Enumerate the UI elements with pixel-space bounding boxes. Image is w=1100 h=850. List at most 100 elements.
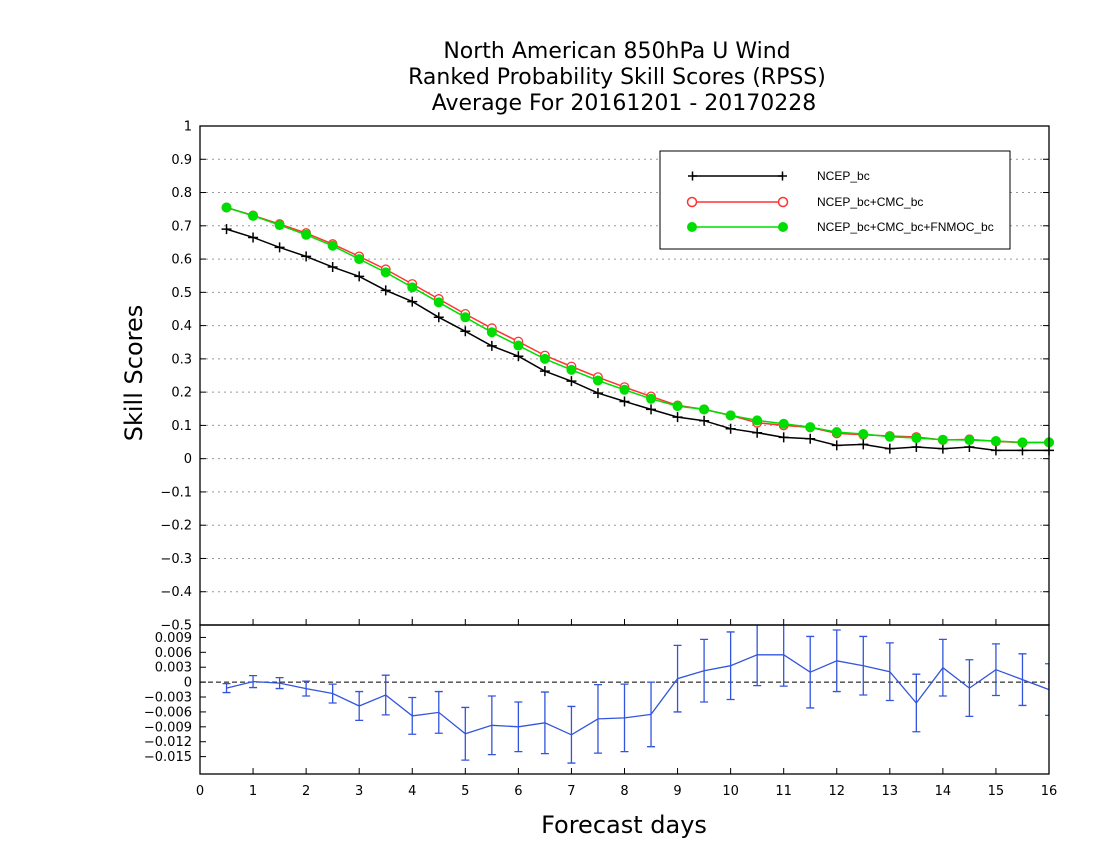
x-tick-label: 7 bbox=[567, 784, 575, 799]
legend-entry-ncep: NCEP_bc bbox=[688, 169, 870, 183]
x-tick-label: 13 bbox=[882, 784, 899, 799]
y-tick-label-top: −0.1 bbox=[160, 485, 192, 500]
point-ncep-bc-cmc-bc-fnmoc-bc bbox=[1017, 437, 1028, 448]
difference-series bbox=[222, 625, 1049, 764]
point-ncep-bc bbox=[221, 224, 232, 235]
legend-box bbox=[659, 150, 1011, 250]
point-ncep-bc bbox=[248, 232, 259, 243]
point-ncep-bc bbox=[486, 340, 497, 351]
legend-label-ncep-cmc: NCEP_bc+CMC_bc bbox=[817, 195, 923, 209]
point-ncep-bc bbox=[460, 326, 471, 337]
point-ncep-bc bbox=[778, 432, 789, 443]
point-ncep-bc-cmc-bc-fnmoc-bc bbox=[592, 375, 603, 386]
point-ncep-bc-cmc-bc-fnmoc-bc bbox=[646, 393, 657, 404]
point-ncep-bc bbox=[539, 366, 550, 377]
legend-marker-ncep-cmc-left bbox=[686, 196, 698, 208]
point-ncep-bc-cmc-bc-fnmoc-bc bbox=[937, 434, 948, 445]
point-ncep-bc-cmc-bc-fnmoc-bc bbox=[248, 210, 259, 221]
difference-panel: 0.0090.0060.0030−0.003−0.006−0.009−0.012… bbox=[144, 624, 1057, 799]
point-ncep-bc bbox=[566, 376, 577, 387]
y-tick-label-top: 0.9 bbox=[171, 153, 192, 168]
point-ncep-bc bbox=[884, 443, 895, 454]
point-ncep-bc-cmc-bc-fnmoc-bc bbox=[699, 404, 710, 415]
x-tick-label: 3 bbox=[355, 784, 363, 799]
y-tick-label-top: −0.5 bbox=[160, 619, 192, 634]
point-ncep-bc bbox=[592, 388, 603, 399]
point-ncep-bc bbox=[805, 433, 816, 444]
legend-marker-ncep bbox=[688, 171, 787, 181]
point-ncep-bc bbox=[831, 440, 842, 451]
point-ncep-bc-cmc-bc-fnmoc-bc bbox=[752, 415, 763, 426]
x-tick-label: 16 bbox=[1041, 784, 1058, 799]
y-tick-label-bottom: 0.003 bbox=[155, 661, 192, 676]
point-ncep-bc-cmc-bc-fnmoc-bc bbox=[619, 384, 630, 395]
point-ncep-bc-cmc-bc-fnmoc-bc bbox=[911, 433, 922, 444]
point-ncep-bc-cmc-bc-fnmoc-bc bbox=[407, 282, 418, 293]
legend-label-ncep: NCEP_bc bbox=[817, 169, 870, 183]
point-ncep-bc-cmc-bc-fnmoc-bc bbox=[725, 410, 736, 421]
point-ncep-bc-cmc-bc-fnmoc-bc bbox=[460, 312, 471, 323]
series-line-0 bbox=[226, 228, 1049, 452]
y-tick-label-top: 0.1 bbox=[171, 419, 192, 434]
point-ncep-bc-cmc-bc-fnmoc-bc bbox=[831, 427, 842, 438]
point-ncep-bc bbox=[327, 262, 338, 273]
point-ncep-bc bbox=[672, 412, 683, 423]
y-tick-label-top: −0.2 bbox=[160, 519, 192, 534]
x-tick-label: 2 bbox=[302, 784, 310, 799]
legend: NCEP_bc NCEP_bc+CMC_bc NCEP_bc+CMC_bc+FN… bbox=[659, 150, 1011, 250]
point-ncep-bc bbox=[274, 242, 285, 253]
point-ncep-bc-cmc-bc-fnmoc-bc bbox=[672, 401, 683, 412]
legend-marker-ncep-cmc-fnmoc-right bbox=[778, 222, 788, 232]
title-line-1: North American 850hPa U Wind bbox=[443, 39, 790, 64]
point-ncep-bc bbox=[301, 251, 312, 262]
point-ncep-bc-cmc-bc-fnmoc-bc bbox=[805, 422, 816, 433]
title-line-3: Average For 20161201 - 20170228 bbox=[432, 91, 817, 116]
point-ncep-bc bbox=[911, 442, 922, 453]
point-ncep-bc-cmc-bc-fnmoc-bc bbox=[433, 297, 444, 308]
point-ncep-bc bbox=[513, 351, 524, 362]
point-ncep-bc-cmc-bc-fnmoc-bc bbox=[354, 254, 365, 265]
y-tick-label-top: 0.4 bbox=[171, 319, 192, 334]
point-ncep-bc-cmc-bc-fnmoc-bc bbox=[486, 327, 497, 338]
point-ncep-bc-cmc-bc-fnmoc-bc bbox=[327, 240, 338, 251]
legend-label-ncep-cmc-fnmoc: NCEP_bc+CMC_bc+FNMOC_bc bbox=[817, 220, 994, 234]
y-tick-label-top: 1 bbox=[184, 120, 192, 135]
y-tick-label-bottom: −0.015 bbox=[144, 750, 192, 765]
point-ncep-bc-cmc-bc-fnmoc-bc bbox=[513, 340, 524, 351]
x-tick-label: 1 bbox=[249, 784, 257, 799]
point-ncep-bc-cmc-bc-fnmoc-bc bbox=[566, 364, 577, 375]
x-tick-label: 10 bbox=[722, 784, 739, 799]
y-tick-label-top: 0 bbox=[184, 452, 192, 467]
y-tick-label-top: 0.3 bbox=[171, 352, 192, 367]
point-ncep-bc bbox=[699, 415, 710, 426]
y-tick-label-top: −0.4 bbox=[160, 585, 192, 600]
plot-frame-bottom bbox=[199, 624, 1050, 775]
point-ncep-bc bbox=[619, 396, 630, 407]
point-ncep-bc bbox=[858, 439, 869, 450]
point-ncep-bc bbox=[646, 404, 657, 415]
x-tick-label: 8 bbox=[620, 784, 628, 799]
point-ncep-bc-cmc-bc-fnmoc-bc bbox=[274, 220, 285, 231]
y-tick-label-bottom: −0.006 bbox=[144, 705, 192, 720]
y-tick-label-bottom: −0.003 bbox=[144, 691, 192, 706]
difference-line bbox=[226, 654, 1049, 736]
point-ncep-bc bbox=[725, 423, 736, 434]
point-ncep-bc bbox=[354, 271, 365, 282]
point-ncep-bc-cmc-bc-fnmoc-bc bbox=[884, 431, 895, 442]
y-tick-label-top: 0.2 bbox=[171, 386, 192, 401]
legend-entry-ncep-cmc-fnmoc: NCEP_bc+CMC_bc+FNMOC_bc bbox=[687, 220, 994, 234]
point-ncep-bc-cmc-bc-fnmoc-bc bbox=[380, 267, 391, 278]
skill-score-panel: 1 0.9 0.8 0.7 0.6 0.5 0.4 0.3 0.2 0.1 0 −0.1 −0.2 −0.… bbox=[160, 120, 1054, 634]
chart-title: North American 850hPa U Wind Ranked Prob… bbox=[408, 39, 826, 116]
title-line-2: Ranked Probability Skill Scores (RPSS) bbox=[408, 65, 826, 90]
point-ncep-bc-cmc-bc-fnmoc-bc bbox=[301, 229, 312, 240]
x-tick-label: 4 bbox=[408, 784, 416, 799]
y-tick-label-top: 0.7 bbox=[171, 219, 192, 234]
point-ncep-bc-cmc-bc-fnmoc-bc bbox=[964, 435, 975, 446]
y-axis-label: Skill Scores bbox=[120, 305, 148, 442]
point-ncep-bc bbox=[937, 443, 948, 454]
x-axis-label: Forecast days bbox=[541, 811, 707, 839]
legend-marker-ncep-cmc-fnmoc-left bbox=[687, 222, 697, 232]
y-tick-label-bottom: −0.009 bbox=[144, 720, 192, 735]
